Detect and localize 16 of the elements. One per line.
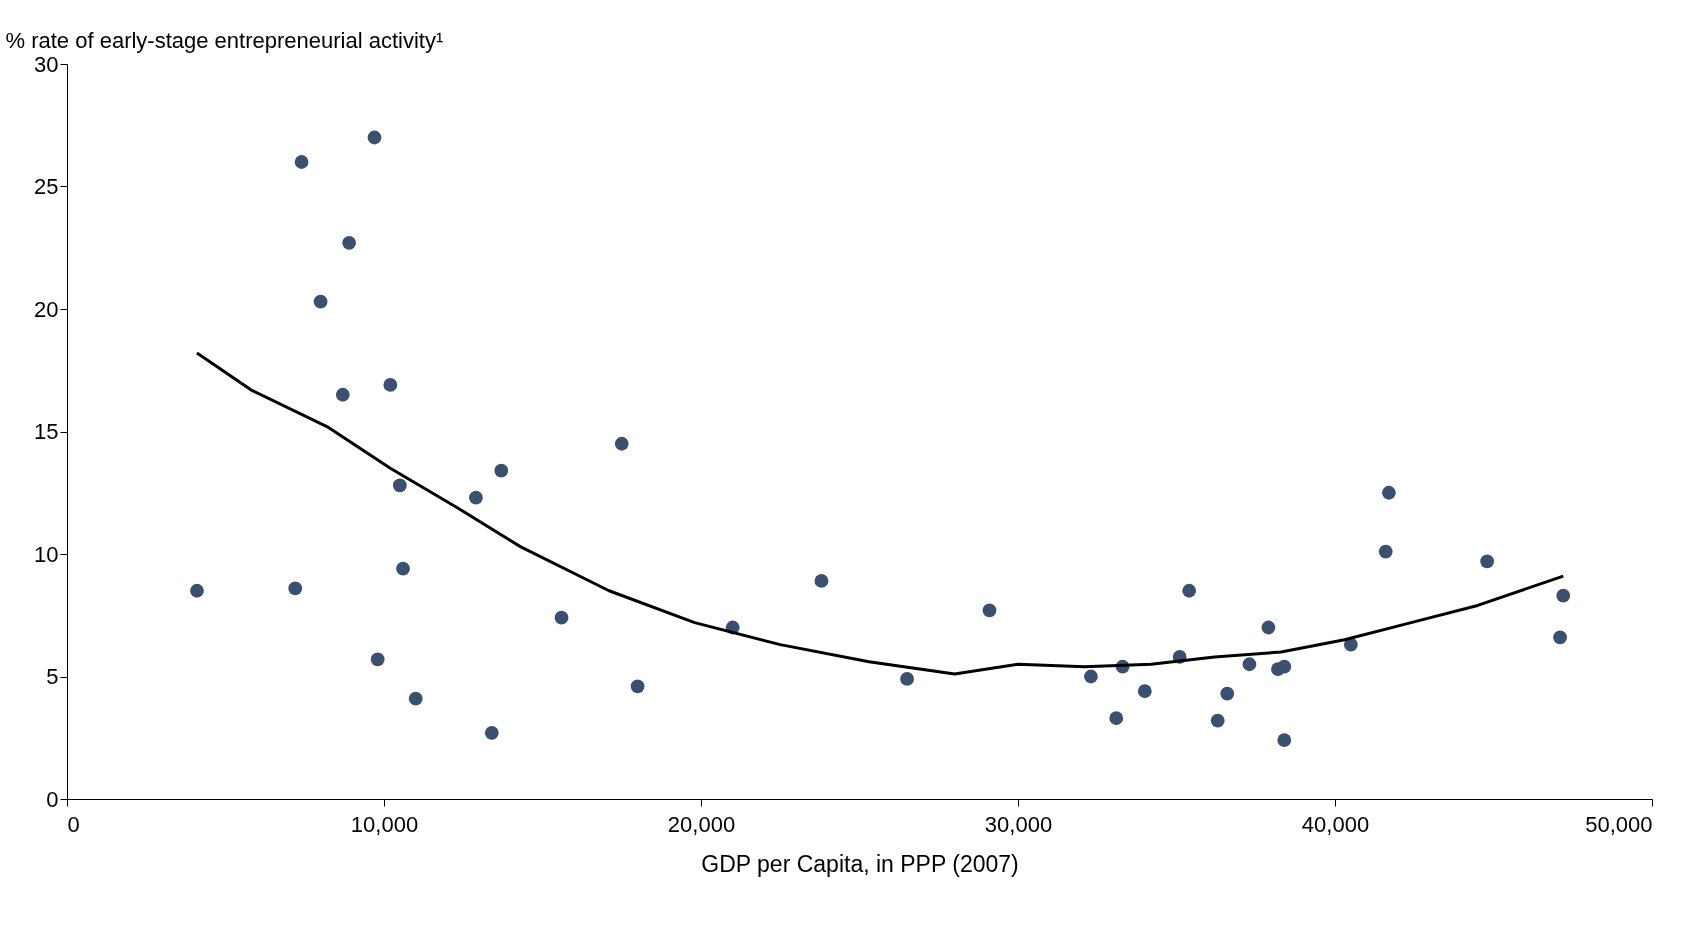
x-tick-label: 0 [67, 811, 80, 837]
y-tick-label: 10 [34, 541, 59, 567]
x-tick-label: 10,000 [350, 811, 419, 837]
line-series [195, 351, 1565, 676]
y-tick-label: 25 [34, 174, 59, 199]
x-tick-label: 20,000 [667, 811, 736, 837]
y-tick-label: 20 [34, 296, 59, 322]
y-axis-title: % rate of early-stage entrepreneurial activity¹ [5, 27, 444, 53]
y-tick-label: 30 [34, 51, 59, 77]
y-tick-label: 15 [34, 419, 59, 444]
x-axis-title: GDP per Capita, in PPP (2007) [701, 850, 1019, 877]
y-tick-label: 5 [46, 664, 59, 689]
x-tick-label: 30,000 [984, 811, 1053, 837]
x-tick-label: 40,000 [1301, 811, 1370, 837]
x-tick-label: 50,000 [1585, 811, 1653, 837]
y-tick-label: 0 [46, 786, 59, 812]
